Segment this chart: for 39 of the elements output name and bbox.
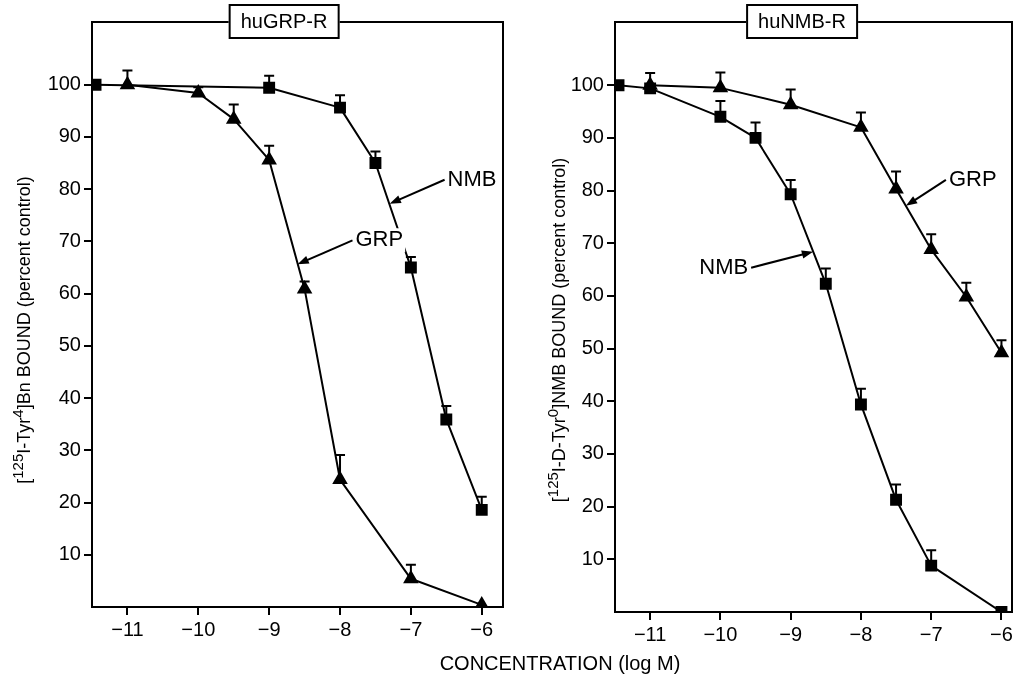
y-tick-label: 10 (58, 542, 81, 565)
y-tick-label: 30 (58, 437, 81, 460)
y-tick-label: 50 (581, 336, 604, 359)
y-tick-label: 80 (58, 176, 81, 199)
x-tick-label: −6 (990, 622, 1013, 645)
y-tick-label: 40 (581, 388, 604, 411)
y-tick-label: 30 (581, 441, 604, 464)
y-tick-label: 100 (47, 72, 81, 95)
y-tick-label: 90 (581, 125, 604, 148)
y-tick-label: 80 (581, 178, 604, 201)
y-tick-label: 100 (570, 72, 604, 95)
x-tick-label: −7 (399, 617, 423, 640)
y-tick-label: 50 (58, 333, 81, 356)
y-tick-label: 10 (581, 546, 604, 569)
x-tick-label: −8 (849, 622, 873, 645)
annotation: NMB (699, 253, 749, 279)
x-tick-label: −9 (257, 617, 281, 640)
y-tick-label: 60 (58, 281, 81, 304)
x-tick-label: −10 (181, 617, 216, 640)
chart-title: huGRP-R (228, 4, 340, 39)
x-tick-label: −10 (703, 622, 738, 645)
y-tick-label: 70 (581, 230, 604, 253)
annotation: GRP (948, 165, 997, 191)
y-tick-label: 20 (58, 490, 81, 513)
annotation: NMB (447, 165, 497, 191)
annotation: GRP (355, 226, 404, 252)
x-tick-label: −11 (633, 622, 667, 645)
x-tick-label: −7 (919, 622, 943, 645)
x-tick-label: −8 (328, 617, 352, 640)
x-tick-label: −9 (779, 622, 803, 645)
chart-title: huNMB-R (746, 4, 858, 39)
y-tick-label: 70 (58, 228, 81, 251)
y-tick-label: 40 (58, 385, 81, 408)
y-tick-label: 90 (58, 124, 81, 147)
x-axis-title: CONCENTRATION (log M) (439, 652, 681, 675)
x-tick-label: −11 (111, 617, 144, 640)
x-tick-label: −6 (470, 617, 494, 640)
y-tick-label: 20 (581, 494, 604, 517)
y-tick-label: 60 (581, 283, 604, 306)
